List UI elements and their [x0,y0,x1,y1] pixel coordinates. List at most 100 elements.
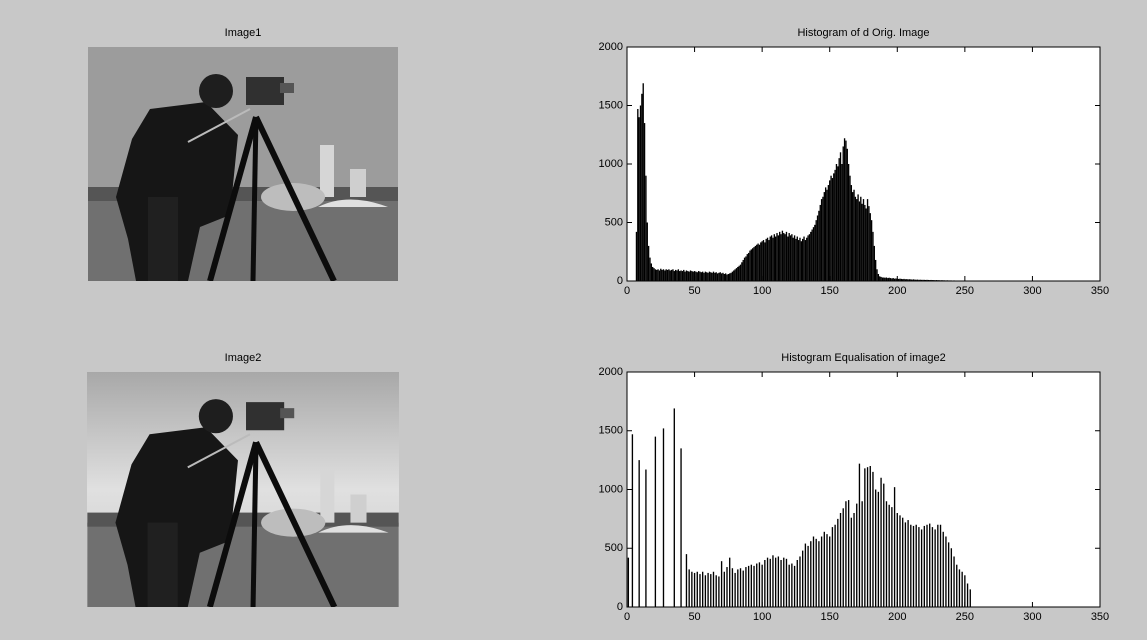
bar [726,567,728,607]
bar [907,520,909,607]
bar [753,247,755,281]
bar [637,109,639,281]
bar [826,189,828,281]
bar [723,571,725,607]
bar [896,513,898,607]
image-title: Image2 [225,352,262,364]
chart-title: Histogram of d Orig. Image [797,27,929,39]
bar [814,224,816,281]
bar [879,276,881,281]
bar [857,194,859,281]
bar [900,278,903,281]
bar [910,279,912,281]
bar [674,269,677,281]
bar [854,196,857,281]
bar [837,166,839,281]
bar [783,233,785,281]
bar [730,272,732,281]
bar [823,531,825,607]
bar [912,279,915,281]
bar [953,556,955,607]
bar [703,272,705,281]
bar [914,279,916,281]
bar [769,558,771,607]
bar [820,536,823,607]
bar [745,567,747,607]
bar [815,220,817,281]
bar [770,235,773,281]
bar [873,245,875,281]
bar [789,235,792,281]
bar [877,491,880,607]
plot-area [627,372,1100,607]
bar [899,515,901,607]
bar [766,237,769,281]
bar [919,279,921,281]
bar [950,548,953,607]
bar [647,245,650,281]
bar [847,500,850,607]
bar [923,525,925,607]
bar [742,570,744,607]
bar [710,574,712,607]
x-tick-label: 350 [1091,611,1109,623]
bar [904,522,907,607]
y-tick-label: 1500 [599,425,623,437]
bar [892,278,894,281]
bar [627,557,630,607]
bar [800,241,803,281]
bar [787,236,789,281]
bar [691,271,693,281]
bar [808,234,811,281]
bar [716,273,719,281]
bar [862,199,865,281]
bar [791,234,793,281]
bar [715,575,717,607]
bar [797,240,800,281]
bar [683,269,685,281]
bar [750,249,753,281]
bar [684,271,686,281]
bar [885,277,888,281]
bar [912,525,915,607]
bar [673,408,675,607]
bar [846,148,848,281]
bar [788,233,790,281]
bar [788,564,790,607]
bar [758,244,761,281]
bar [745,256,747,281]
bar [877,273,880,281]
bar [969,589,971,607]
bar [804,240,807,281]
bar [735,268,738,281]
bar [704,575,707,607]
bar [670,269,673,281]
x-tick-label: 250 [956,285,974,297]
bar [906,279,908,281]
bar [924,279,927,281]
bar [915,279,917,281]
bar [868,206,870,281]
bar [874,489,877,607]
bar [700,272,703,281]
x-tick-label: 0 [624,285,630,297]
x-tick-label: 350 [1091,285,1109,297]
bar [720,561,723,607]
bar [845,501,847,607]
bar [908,279,911,281]
bar [739,264,742,281]
bar [760,242,762,281]
bar [852,192,854,281]
bar [807,545,809,607]
bar [895,278,897,281]
bar [945,536,947,607]
bar [708,271,711,281]
bar [746,254,748,281]
bar [707,272,709,281]
bar [696,272,698,281]
bar [729,273,731,281]
bar [872,471,874,607]
bar [754,245,757,281]
bar [942,531,944,607]
x-tick-label: 200 [888,611,906,623]
